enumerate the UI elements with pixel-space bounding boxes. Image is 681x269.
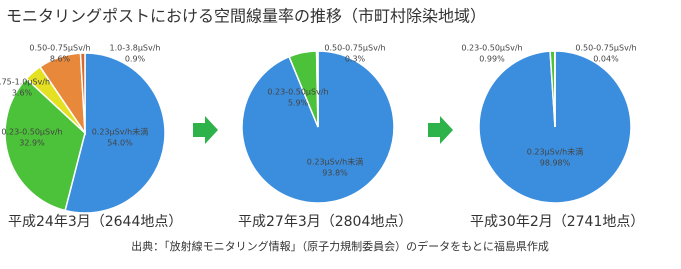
slice-value-label: 98.98% [540,159,571,168]
slice-value-label: 0.3% [345,55,366,64]
slice-value-label: 54.0% [107,139,133,148]
slice-label: 0.23-0.50μSv/h [267,88,328,97]
slice-label: 0.23μSv/h未満 [92,127,148,137]
slice-label: 0.23μSv/h未満 [527,147,583,157]
slice-label: 0.23-0.50μSv/h [461,44,522,53]
arrow [428,116,453,144]
slice-label: 0.50-0.75μSv/h [29,44,90,53]
source: 出典：「放射線モニタリング情報」（原子力規制委員会）のデータをもとに福島県作成 [131,239,549,253]
slice-value-label: 93.8% [322,169,348,178]
slice-label: 0.50-0.75μSv/h [575,44,636,53]
page-title: モニタリングポストにおける空間線量率の推移（市町村除染地域） [6,7,486,26]
slice-value-label: 0.9% [125,55,146,64]
slice-value-label: 8.6% [50,55,71,64]
slice-label: 0.75-1.0μSv/h [0,78,50,87]
slice-label: 0.23μSv/h未満 [307,157,363,167]
slice-value-label: 5.9% [288,99,309,108]
slice-label: 0.23-0.50μSv/h [1,128,62,137]
slice-label: 1.0-3.8μSv/h [110,44,161,53]
slice-value-label: 0.04% [593,55,619,64]
slice-value-label: 0.99% [479,55,505,64]
pie-caption: 平成24年3月（2644地点） [8,214,182,230]
slice-value-label: 3.6% [12,89,33,98]
arrow [193,116,218,144]
pie-caption: 平成30年2月（2741地点） [470,214,644,230]
pie-caption: 平成27年3月（2804地点） [238,214,412,230]
slice-label: 0.50-0.75μSv/h [324,44,385,53]
slice-value-label: 32.9% [19,139,45,148]
